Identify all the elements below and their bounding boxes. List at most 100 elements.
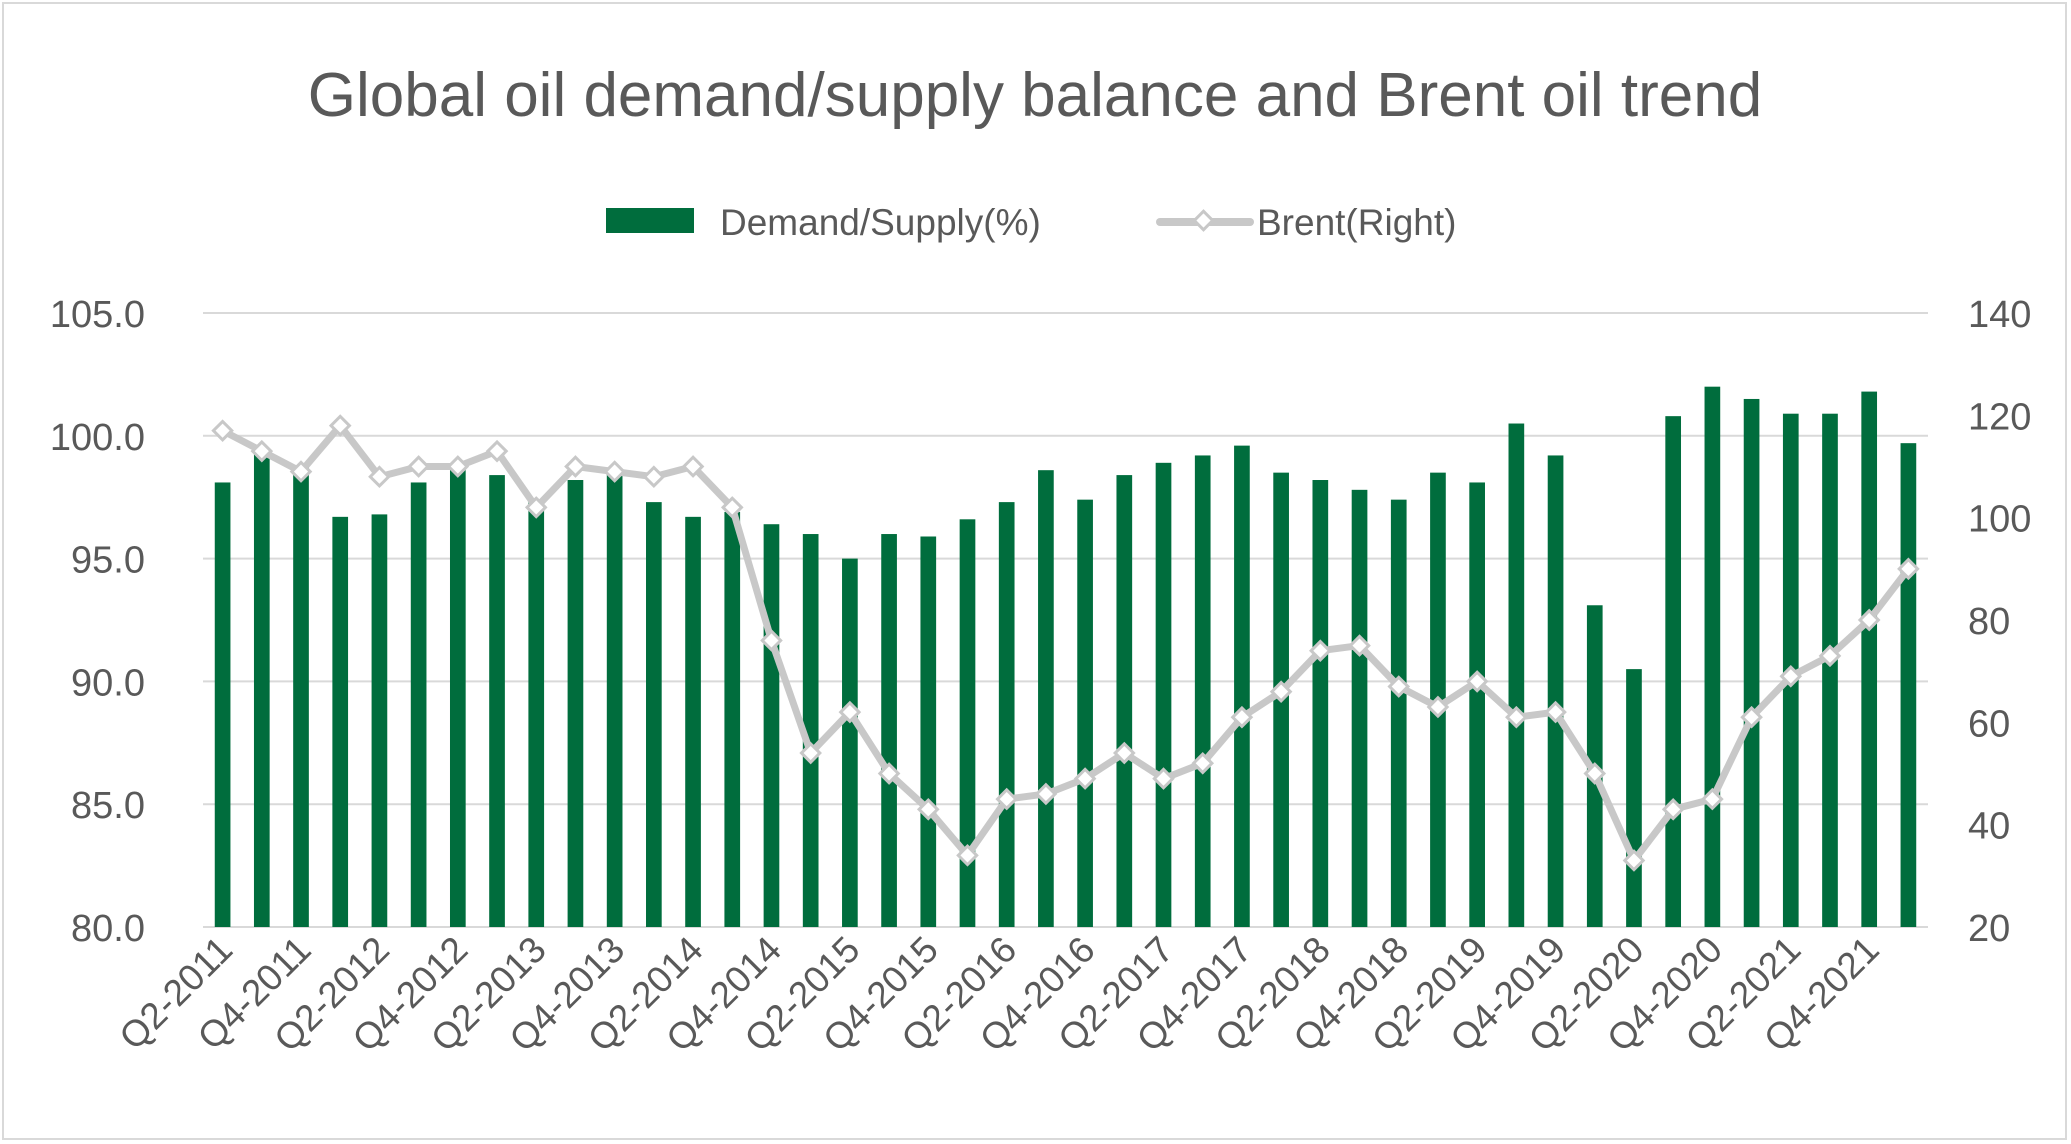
right-tick-label: 140 [1968,294,2031,336]
brent-point [995,787,1019,811]
demand-supply-bars [214,386,1917,928]
right-tick-label: 80 [1968,601,2010,643]
bar [489,475,505,927]
brent-point [1779,664,1803,688]
bar [802,534,819,927]
brent-point [524,496,548,519]
brent-point [1112,741,1136,765]
brent-line [211,414,1920,872]
brent-point [1505,705,1528,729]
brent-point [642,465,666,489]
bar [1312,480,1329,927]
brent-point [407,455,430,478]
bar [1469,482,1485,927]
bar [1194,455,1211,927]
brent-point [916,798,940,821]
bar [646,502,662,927]
brent-point [1387,675,1411,698]
bar [1547,455,1564,927]
left-tick-label: 90.0 [71,662,145,704]
legend-label-demand-supply: Demand/Supply(%) [720,202,1041,243]
left-axis: 105.0 100.0 95.0 90.0 85.0 80.0 [50,294,145,950]
bar [842,558,858,927]
bar [1155,462,1172,927]
chart-title: Global oil demand/supply balance and Bre… [308,61,1763,130]
bar [1665,416,1682,927]
bar [959,519,976,927]
bar [763,524,780,927]
brent-point [1701,787,1724,811]
bar [567,480,584,927]
bar [332,516,349,927]
brent-point [1309,639,1332,663]
bar [528,502,545,927]
brent-point [681,455,705,478]
brent-point [1661,798,1685,821]
bar [606,472,623,927]
brent-point [877,762,901,785]
bar [1822,413,1838,927]
brent-point [485,439,509,463]
bar [449,465,466,927]
left-tick-label: 95.0 [71,540,145,582]
bar [1626,669,1642,927]
brent-point [1348,634,1371,657]
bar [920,536,937,927]
bar [293,465,309,927]
right-tick-label: 60 [1968,703,2010,745]
brent-point [1857,608,1881,632]
brent-point [760,629,783,652]
brent-point [1230,705,1254,729]
brent-point [1897,557,1920,581]
brent-point [368,465,391,489]
brent-point [603,460,626,483]
left-tick-label: 85.0 [71,785,145,827]
brent-point [328,414,352,437]
brent-point [1544,700,1567,724]
bar [1743,398,1760,928]
brent-point [1152,767,1175,790]
brent-point [1073,767,1097,790]
left-tick-label: 80.0 [71,908,145,950]
legend-swatch-demand-supply [606,208,694,233]
brent-point [289,460,313,483]
bar [1900,443,1917,927]
bar [1861,391,1878,927]
legend-label-brent: Brent(Right) [1257,202,1456,243]
bar [1234,445,1250,927]
brent-point [1465,670,1489,693]
legend-marker-brent [1192,209,1215,232]
brent-point [446,455,470,478]
right-tick-label: 40 [1968,806,2010,848]
right-tick-label: 100 [1968,499,2031,541]
bar [410,482,427,927]
bar [998,502,1015,927]
brent-point [564,455,587,478]
brent-point [1622,849,1646,872]
bar [881,534,897,927]
brent-point [1818,644,1842,668]
bar [1077,499,1093,927]
brent-point [1583,762,1607,785]
left-tick-label: 100.0 [50,417,145,459]
bar [371,514,388,927]
right-tick-label: 20 [1968,908,2010,950]
brent-point [250,439,274,463]
bar [1390,499,1407,927]
bar [253,450,270,927]
bar [1038,470,1054,927]
legend: Demand/Supply(%) Brent(Right) [606,202,1456,243]
bar [1351,489,1368,927]
brent-series-line [219,422,1912,864]
x-axis: Q2-2011Q4-2011Q2-2012Q4-2012Q2-2013Q4-20… [111,929,1886,1060]
brent-point [956,844,979,867]
brent-point [1191,751,1215,775]
left-tick-label: 105.0 [50,294,145,336]
brent-point [799,741,822,765]
bar [1508,423,1525,927]
brent-point [1740,705,1763,729]
brent-point [1426,695,1450,719]
bar [685,516,701,927]
bar [214,482,231,927]
